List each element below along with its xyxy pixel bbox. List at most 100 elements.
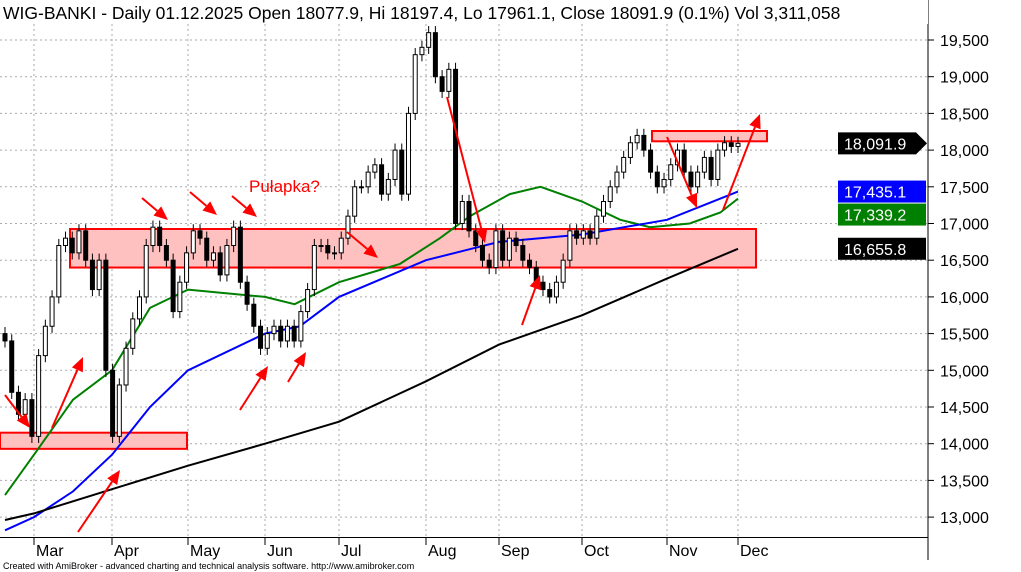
candle-body bbox=[163, 245, 169, 261]
candle-body bbox=[143, 245, 149, 298]
candle-body bbox=[184, 252, 190, 283]
candle bbox=[123, 341, 129, 392]
candle-body bbox=[587, 230, 593, 239]
candle-body bbox=[459, 200, 465, 224]
candle-body bbox=[513, 237, 519, 247]
candle-body bbox=[110, 369, 116, 437]
candle bbox=[49, 290, 55, 333]
candle-body bbox=[251, 303, 257, 327]
candle-body bbox=[130, 318, 136, 349]
candle-body bbox=[123, 347, 129, 386]
arrow-head bbox=[475, 227, 488, 243]
annotation-arrows bbox=[4, 96, 761, 533]
candle bbox=[648, 143, 654, 179]
candle bbox=[325, 238, 331, 260]
red-arrow bbox=[4, 394, 30, 428]
candle-body bbox=[83, 230, 89, 261]
candle bbox=[607, 180, 613, 209]
candle bbox=[379, 158, 385, 201]
moving-average-line bbox=[4, 247, 739, 521]
candle bbox=[197, 224, 203, 245]
red-arrow bbox=[189, 191, 217, 215]
candle bbox=[29, 393, 35, 443]
red-arrow bbox=[666, 136, 698, 208]
candle-body bbox=[446, 68, 452, 92]
candle bbox=[365, 165, 371, 194]
candle bbox=[399, 143, 405, 201]
candle-body bbox=[688, 171, 694, 188]
candle bbox=[311, 238, 317, 297]
candle bbox=[540, 275, 546, 297]
y-tick-label: 14,500 bbox=[940, 400, 989, 417]
x-tick-label: Aug bbox=[428, 543, 456, 560]
candle bbox=[116, 378, 122, 443]
x-tick-label: Mar bbox=[36, 543, 64, 560]
y-tick-label: 13,000 bbox=[940, 510, 989, 527]
arrow-shaft bbox=[346, 231, 368, 250]
arrow-head bbox=[153, 206, 168, 220]
candle bbox=[473, 224, 479, 253]
arrow-shaft bbox=[722, 126, 756, 211]
candle-body bbox=[432, 32, 438, 78]
candle bbox=[177, 275, 183, 319]
candle-body bbox=[574, 230, 580, 239]
candle-body bbox=[701, 156, 707, 173]
candle bbox=[96, 253, 102, 297]
candle-body bbox=[399, 149, 405, 195]
candle-body bbox=[224, 245, 230, 276]
candle bbox=[372, 158, 378, 179]
candle-body bbox=[2, 333, 8, 342]
candle-body bbox=[722, 142, 728, 151]
candle-body bbox=[210, 252, 216, 261]
candle-body bbox=[244, 281, 250, 305]
candle-body bbox=[89, 259, 95, 291]
red-arrow bbox=[346, 231, 378, 258]
candle-body bbox=[298, 311, 304, 342]
candle bbox=[305, 282, 311, 319]
candle-body bbox=[318, 245, 324, 248]
candle bbox=[251, 297, 257, 333]
moving-average-line bbox=[4, 185, 739, 496]
candle-body bbox=[325, 245, 331, 254]
candle bbox=[157, 220, 163, 253]
y-tick-label: 16,000 bbox=[940, 290, 989, 307]
candle bbox=[614, 165, 620, 194]
y-tick-label: 17,500 bbox=[940, 180, 989, 197]
arrow-head bbox=[242, 203, 257, 217]
candle bbox=[217, 246, 223, 282]
candle-body bbox=[540, 281, 546, 291]
candle-body bbox=[654, 171, 660, 188]
candle-body bbox=[695, 171, 701, 188]
red-arrow bbox=[141, 197, 168, 220]
candle-body bbox=[715, 149, 721, 180]
arrow-head bbox=[293, 352, 306, 368]
candle-body bbox=[439, 76, 445, 92]
candle-body bbox=[412, 54, 418, 114]
arrow-head bbox=[529, 275, 541, 291]
candle-body bbox=[96, 259, 102, 291]
candle-body bbox=[500, 230, 506, 261]
candle bbox=[432, 26, 438, 84]
chart-title: WIG-BANKI - Daily 01.12.2025 Open 18077.… bbox=[3, 3, 840, 23]
price-tags: 18,091.9 17,435.1 17,339.2 16,655.8 bbox=[838, 132, 927, 260]
y-tick-label: 15,500 bbox=[940, 327, 989, 344]
candle bbox=[412, 48, 418, 121]
candle-body bbox=[553, 281, 559, 298]
moving-average-line bbox=[4, 190, 739, 532]
candle bbox=[506, 231, 512, 267]
arrow-shaft bbox=[666, 136, 693, 196]
candle-body bbox=[311, 245, 317, 291]
red-arrow bbox=[722, 114, 761, 211]
x-tick-label: Oct bbox=[584, 543, 609, 560]
candle-body bbox=[668, 164, 674, 180]
red-arrow bbox=[51, 357, 83, 429]
candle bbox=[654, 165, 660, 194]
y-tick-label: 13,500 bbox=[940, 473, 989, 490]
candle bbox=[69, 231, 75, 260]
candle-body bbox=[735, 142, 741, 147]
candle bbox=[493, 224, 499, 275]
price-zone bbox=[651, 130, 768, 143]
candle-body bbox=[634, 134, 640, 144]
candle bbox=[641, 128, 647, 157]
arrow-shaft bbox=[51, 369, 79, 429]
